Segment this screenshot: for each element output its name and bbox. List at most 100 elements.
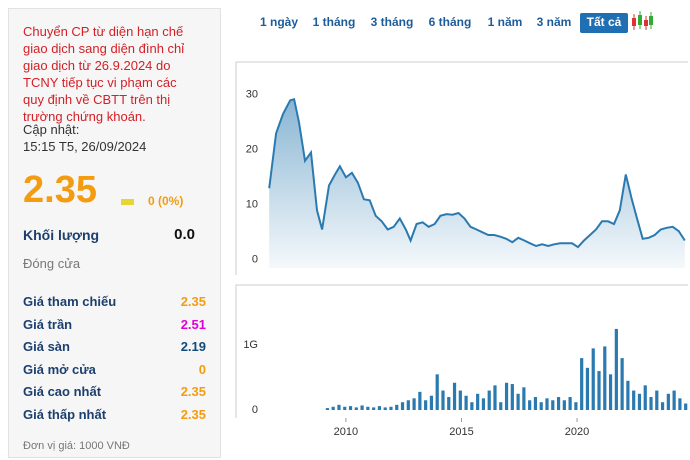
volume-bar (354, 407, 358, 410)
y-tick-label: 0 (252, 404, 258, 416)
range-label: 6 tháng (429, 15, 472, 29)
volume-bar (406, 400, 410, 410)
volume-bar (400, 402, 405, 410)
volume-bar (441, 390, 445, 410)
y-tick-label: 20 (246, 144, 258, 156)
change: 0 (0%) (148, 194, 184, 208)
volume-bar (493, 385, 497, 410)
volume-bar (684, 403, 688, 410)
notice-line: Chuyển CP từ diện hạn chế (23, 24, 184, 39)
icon-body (644, 20, 648, 26)
volume-bar (337, 404, 341, 410)
volume-bar (435, 374, 439, 410)
volume-bar (632, 390, 636, 410)
volume-bar (429, 395, 434, 410)
volume-bar (556, 397, 561, 410)
volume-bar (620, 358, 624, 410)
range-button[interactable]: 1 ngày (260, 15, 298, 29)
updated-time: 15:15 T5, 26/09/2024 (23, 139, 147, 154)
volume-bar (585, 367, 590, 410)
volume-bar (539, 402, 543, 410)
stat-value: 2.51 (180, 316, 206, 332)
stat-label: Giá thấp nhất (23, 406, 107, 422)
y-tick-label: 1G (243, 339, 258, 351)
stat-label: Giá sàn (23, 339, 70, 354)
volume-bar (464, 395, 468, 410)
volume-bar (447, 397, 451, 410)
volume-bar (412, 398, 416, 410)
volume-bar (418, 391, 422, 410)
range-button[interactable]: 1 năm (488, 15, 523, 29)
range-button[interactable]: 3 năm (537, 15, 572, 29)
range-label: 3 năm (537, 15, 572, 29)
range-button[interactable]: 3 tháng (371, 15, 414, 29)
volume-bar (348, 406, 353, 410)
volume-bar (603, 346, 607, 410)
volume-bar (591, 348, 595, 410)
volume-bar (452, 382, 457, 410)
volume-bar (487, 390, 491, 410)
volume-bar (649, 397, 653, 410)
volume-bar (424, 400, 428, 410)
range-label: 1 ngày (260, 15, 298, 29)
range-button[interactable]: 1 tháng (313, 15, 356, 29)
price: 2.35 (23, 169, 97, 211)
status: Đóng cửa (23, 256, 81, 271)
range-label: Tất cả (587, 15, 622, 29)
notice-line: quy định về CBTT trên thị (23, 92, 171, 107)
volume-bar (522, 387, 526, 410)
volume-bar (383, 407, 387, 410)
x-tick-label: 2020 (565, 426, 589, 438)
volume-label: Khối lượng (23, 227, 100, 243)
y-tick-label: 0 (252, 254, 258, 266)
icon-body (649, 16, 653, 25)
volume-bar (660, 402, 665, 410)
volume-bar (608, 374, 613, 410)
price-line (268, 97, 686, 249)
volume-bar (568, 397, 572, 410)
stat-value: 2.35 (180, 406, 206, 422)
stat-label: Giá tham chiếu (23, 294, 117, 309)
volume-bar (325, 408, 330, 410)
stat-value: 2.35 (180, 384, 206, 399)
volume: 0.0 (174, 226, 195, 243)
volume-bar (655, 390, 659, 410)
volume-bar (643, 385, 647, 410)
volume-bar (499, 402, 503, 410)
range-label: 1 tháng (313, 15, 356, 29)
volume-bar (626, 380, 630, 410)
range-button[interactable]: 6 tháng (429, 15, 472, 29)
stat-label: Giá cao nhất (23, 384, 102, 399)
range-button[interactable]: Tất cả (580, 13, 628, 33)
volume-bar (533, 397, 538, 410)
notice-line: giao dịch sang diện đình chỉ (23, 41, 185, 56)
volume-bar (470, 402, 474, 410)
volume-bar (481, 398, 486, 410)
volume-bar (666, 393, 670, 410)
stat-label: Giá trần (23, 316, 73, 332)
change-marker (121, 199, 134, 205)
volume-bar (637, 393, 642, 410)
unit: Đơn vị giá: 1000 VNĐ (23, 440, 130, 452)
notice-line: giao dịch từ 26.9.2024 do (23, 58, 171, 73)
stat-label: Giá mở cửa (23, 361, 96, 377)
volume-bar (510, 384, 514, 410)
stat-value: 0 (198, 361, 206, 377)
x-tick-label: 2010 (334, 426, 358, 438)
volume-bar (614, 328, 618, 410)
stat-value: 2.35 (180, 294, 206, 309)
volume-bar (597, 371, 601, 410)
volume-bar (562, 400, 566, 410)
notice-line: trường chứng khoán. (23, 109, 146, 124)
volume-bar (476, 393, 480, 410)
y-tick-label: 30 (246, 89, 258, 101)
active-bg (580, 13, 628, 33)
volume-bar (678, 398, 682, 410)
stat-value: 2.19 (180, 339, 206, 354)
info-panel: Chuyển CP từ diện hạn chế giao dịch sang … (8, 8, 221, 458)
range-label: 1 năm (488, 15, 523, 29)
volume-bar (580, 358, 584, 410)
volume-bar (377, 406, 382, 410)
